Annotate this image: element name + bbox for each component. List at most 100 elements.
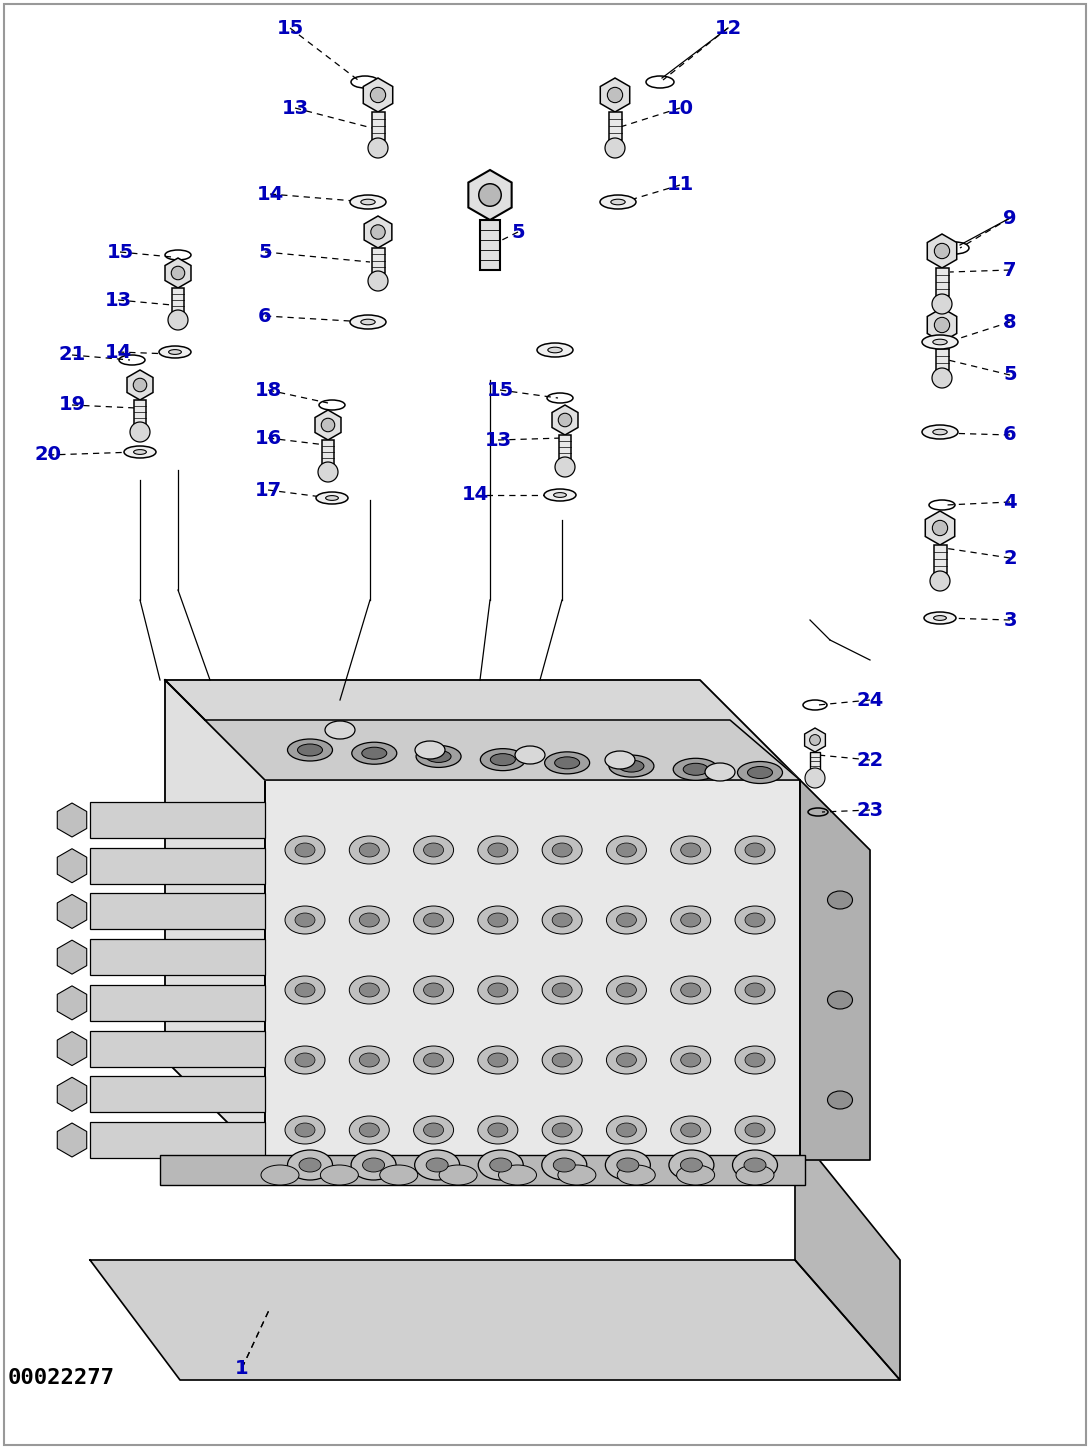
Ellipse shape	[361, 199, 375, 204]
Polygon shape	[58, 940, 87, 974]
Ellipse shape	[498, 1165, 536, 1185]
Ellipse shape	[413, 1046, 453, 1074]
Circle shape	[130, 422, 150, 442]
Ellipse shape	[555, 756, 580, 769]
Ellipse shape	[680, 1158, 702, 1172]
Bar	[90, 1077, 265, 1113]
Polygon shape	[58, 1077, 87, 1111]
Ellipse shape	[424, 1123, 444, 1137]
Ellipse shape	[481, 749, 525, 771]
Ellipse shape	[413, 836, 453, 864]
Bar	[810, 752, 820, 769]
Ellipse shape	[542, 1116, 582, 1145]
Ellipse shape	[362, 748, 387, 759]
Ellipse shape	[554, 1158, 576, 1172]
Ellipse shape	[284, 1116, 325, 1145]
Ellipse shape	[320, 1165, 359, 1185]
Ellipse shape	[537, 343, 573, 356]
Circle shape	[810, 735, 821, 745]
Bar	[608, 112, 621, 141]
Text: 18: 18	[254, 381, 281, 400]
Ellipse shape	[922, 335, 958, 349]
Text: 13: 13	[281, 99, 308, 117]
Bar	[935, 268, 948, 296]
Circle shape	[932, 368, 952, 388]
Ellipse shape	[169, 349, 181, 355]
Ellipse shape	[677, 1165, 715, 1185]
Ellipse shape	[606, 1046, 646, 1074]
Bar	[559, 435, 571, 459]
Polygon shape	[58, 1123, 87, 1156]
Ellipse shape	[735, 836, 775, 864]
Ellipse shape	[544, 488, 576, 501]
Ellipse shape	[413, 1116, 453, 1145]
Ellipse shape	[606, 906, 646, 935]
Bar	[372, 248, 385, 272]
Ellipse shape	[424, 843, 444, 856]
Ellipse shape	[553, 982, 572, 997]
Circle shape	[607, 87, 622, 103]
Ellipse shape	[606, 1116, 646, 1145]
Bar	[935, 342, 948, 369]
Ellipse shape	[360, 913, 379, 927]
Ellipse shape	[489, 1158, 511, 1172]
Ellipse shape	[744, 1053, 765, 1066]
Bar	[90, 985, 265, 1022]
Ellipse shape	[553, 843, 572, 856]
Ellipse shape	[609, 755, 654, 777]
Bar	[172, 288, 184, 312]
Polygon shape	[928, 233, 957, 268]
Ellipse shape	[924, 611, 956, 625]
Text: 11: 11	[666, 175, 693, 194]
Polygon shape	[205, 720, 800, 780]
Ellipse shape	[736, 1165, 774, 1185]
Ellipse shape	[744, 1158, 766, 1172]
Ellipse shape	[424, 913, 444, 927]
Polygon shape	[58, 1032, 87, 1065]
Circle shape	[932, 294, 952, 314]
Ellipse shape	[325, 722, 355, 739]
Polygon shape	[469, 170, 511, 220]
Circle shape	[371, 87, 386, 103]
Polygon shape	[925, 511, 955, 545]
Ellipse shape	[288, 739, 332, 761]
Text: 13: 13	[105, 290, 132, 310]
Ellipse shape	[738, 762, 783, 784]
Ellipse shape	[261, 1165, 299, 1185]
Ellipse shape	[360, 982, 379, 997]
Bar	[90, 939, 265, 975]
Bar	[322, 440, 334, 464]
Circle shape	[934, 243, 949, 259]
Ellipse shape	[744, 982, 765, 997]
Ellipse shape	[617, 913, 637, 927]
Ellipse shape	[617, 1053, 637, 1066]
Text: 5: 5	[511, 223, 524, 242]
Polygon shape	[90, 1261, 900, 1379]
Ellipse shape	[284, 977, 325, 1004]
Ellipse shape	[479, 1151, 523, 1179]
Ellipse shape	[542, 1046, 582, 1074]
Text: 16: 16	[254, 429, 281, 448]
Ellipse shape	[379, 1165, 417, 1185]
Ellipse shape	[349, 836, 389, 864]
Text: 2: 2	[1003, 549, 1017, 568]
Circle shape	[171, 267, 184, 280]
Ellipse shape	[617, 843, 637, 856]
Ellipse shape	[349, 906, 389, 935]
Ellipse shape	[134, 449, 146, 455]
Ellipse shape	[350, 314, 386, 329]
Text: 20: 20	[35, 445, 61, 465]
Ellipse shape	[735, 906, 775, 935]
Ellipse shape	[351, 1151, 396, 1179]
Ellipse shape	[669, 1151, 714, 1179]
Ellipse shape	[748, 767, 773, 778]
Ellipse shape	[414, 1151, 460, 1179]
Ellipse shape	[350, 196, 386, 209]
Ellipse shape	[670, 1116, 711, 1145]
Circle shape	[558, 413, 572, 427]
Ellipse shape	[548, 348, 562, 352]
Ellipse shape	[744, 1123, 765, 1137]
Text: 5: 5	[1003, 365, 1017, 384]
Text: 14: 14	[105, 342, 132, 361]
Ellipse shape	[827, 991, 852, 1009]
